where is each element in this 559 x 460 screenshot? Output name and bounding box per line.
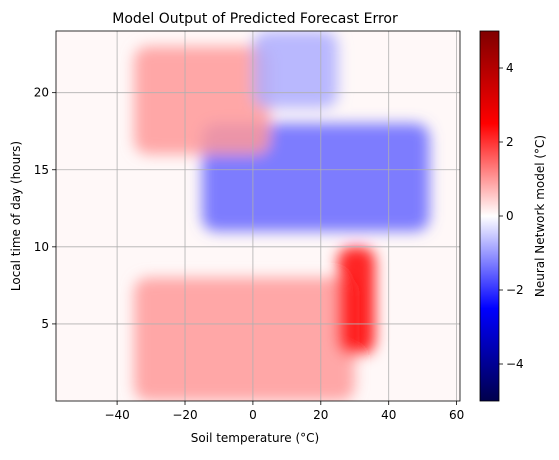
colorbar-tick-label: 4 [506,61,514,75]
x-tick-label: 0 [249,408,257,422]
colorbar-tick-label: 2 [506,135,514,149]
heatmap-region-warm-early-morning [134,277,355,401]
heatmap [134,31,430,401]
plot-area: −40 −20 0 20 40 60 5 10 15 20 [34,30,464,422]
y-tick-label: 15 [34,163,49,177]
heatmap-region-cool-late-evening [252,31,338,109]
x-axis-label: Soil temperature (°C) [191,431,319,445]
plot-frame [55,30,461,402]
y-axis: 5 10 15 20 [34,86,56,331]
chart-title: Model Output of Predicted Forecast Error [112,11,398,27]
x-axis: −40 −20 0 20 40 60 [104,401,464,422]
colorbar-tick-label: −2 [506,283,524,297]
x-tick-label: −20 [172,408,197,422]
x-tick-label: −40 [104,408,129,422]
colorbar-gradient [479,30,500,402]
colorbar-tick-label: −4 [506,357,524,371]
y-tick-label: 5 [41,317,49,331]
heatmap-region-hot-morning-edge [337,246,376,355]
heatmap-region-warm-evening [134,46,270,155]
grid [56,31,460,401]
colorbar: −4 −2 0 2 4 Neural Network model (°C) [479,30,547,402]
heatmap-regions [134,31,430,401]
colorbar-tick-label: 0 [506,209,514,223]
colorbar-label: Neural Network model (°C) [533,135,547,297]
y-tick-label: 20 [34,86,49,100]
y-axis-label: Local time of day (hours) [9,141,23,291]
y-tick-label: 10 [34,240,49,254]
colorbar-ticks: −4 −2 0 2 4 [499,61,524,371]
x-tick-label: 60 [449,408,464,422]
x-tick-label: 40 [381,408,396,422]
x-tick-label: 20 [313,408,328,422]
